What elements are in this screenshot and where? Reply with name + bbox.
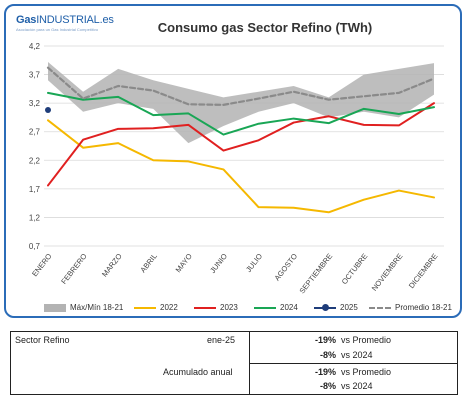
- x-tick-label: SEPTIEMBRE: [297, 252, 334, 296]
- legend-label: 2022: [160, 303, 178, 312]
- x-tick-label: ABRIL: [138, 252, 158, 275]
- series-2023-line: [47, 102, 435, 187]
- legend-swatch: [134, 306, 156, 309]
- legend-label: Máx/Mín 18-21: [70, 303, 124, 312]
- accumulated-vs-average-pct: -19%: [315, 367, 337, 377]
- x-tick-label: AGOSTO: [272, 252, 299, 283]
- x-tick-label: JULIO: [244, 252, 264, 274]
- y-tick-label: 2,7: [29, 128, 41, 137]
- chart-legend: Máx/Mín 18-21 2022 2023 2024 2025 Promedio 18…: [44, 303, 454, 315]
- monthly-vs-average-pct: -19%: [315, 335, 337, 345]
- legend-swatch: [254, 306, 276, 309]
- logo-tagline: Asociación para un Gas Industrial Compet…: [16, 27, 99, 32]
- accumulated-vs-2024-pct: -8%: [320, 381, 337, 391]
- sector-label: Sector Refino: [15, 335, 70, 345]
- x-tick-label: FEBRERO: [59, 252, 89, 286]
- table-divider-horizontal: [249, 363, 457, 364]
- monthly-vs-average-label: vs Promedio: [341, 335, 392, 345]
- x-tick-label: JUNIO: [208, 252, 229, 275]
- series-promedio-18-21-line: [46, 66, 436, 106]
- accumulated-vs-average-label: vs Promedio: [341, 367, 392, 377]
- legend-item: 2025: [314, 303, 358, 312]
- legend-item: 2023: [194, 303, 238, 312]
- y-tick-label: 0,7: [29, 242, 41, 251]
- chart-title: Consumo gas Sector Refino (TWh): [157, 20, 373, 35]
- legend-label: Promedio 18-21: [395, 303, 452, 312]
- y-tick-label: 3,2: [29, 99, 41, 108]
- legend-item: 2024: [254, 303, 298, 312]
- legend-label: 2024: [280, 303, 298, 312]
- x-tick-label: MAYO: [174, 252, 194, 275]
- y-tick-label: 3,7: [29, 71, 41, 80]
- legend-label: 2023: [220, 303, 238, 312]
- legend-marker: [322, 303, 329, 311]
- legend-label: 2025: [340, 303, 358, 312]
- legend-swatch: [44, 303, 66, 312]
- series-2024-line: [47, 91, 435, 136]
- gasindustrial-logo: GasINDUSTRIAL.es Asociación para un Gas …: [16, 14, 114, 32]
- logo-brand-rest: INDUSTRIAL.es: [36, 14, 114, 26]
- legend-item: 2022: [134, 303, 178, 312]
- x-tick-label: DICIEMBRE: [407, 252, 440, 290]
- summary-table: Sector Refino ene-25 Acumulado anual -19…: [10, 331, 458, 395]
- month-label: ene-25: [207, 335, 236, 345]
- x-tick-label: ENERO: [30, 252, 54, 279]
- y-tick-label: 1,2: [29, 213, 41, 222]
- legend-swatch: [194, 306, 216, 309]
- logo-brand-bold: Gas: [16, 14, 37, 26]
- accumulated-vs-2024-label: vs 2024: [341, 381, 373, 391]
- legend-swatch: [369, 306, 391, 309]
- chart-frame: GasINDUSTRIAL.es Asociación para un Gas …: [4, 4, 462, 318]
- legend-item: Máx/Mín 18-21: [44, 303, 123, 312]
- y-tick-label: 2,2: [29, 156, 41, 165]
- x-tick-label: OCTUBRE: [340, 252, 370, 286]
- x-tick-label: MARZO: [100, 252, 124, 279]
- y-tick-label: 1,7: [29, 185, 41, 194]
- x-tick-label: NOVIEMBRE: [370, 252, 405, 293]
- y-tick-label: 4,2: [29, 42, 41, 51]
- series-2022-line: [47, 119, 435, 214]
- series-2025-point: [45, 107, 51, 113]
- line-chart: 0,7 1,2 1,7 2,2 2,7 3,2 3,7 4,2 ENERO FEBRERO MARZ…: [29, 42, 444, 296]
- monthly-vs-2024-pct: -8%: [320, 350, 337, 360]
- legend-item: Promedio 18-21: [369, 303, 452, 312]
- monthly-vs-2024-label: vs 2024: [341, 350, 373, 360]
- legend-swatch: [314, 303, 336, 311]
- accumulated-label: Acumulado anual: [163, 367, 233, 377]
